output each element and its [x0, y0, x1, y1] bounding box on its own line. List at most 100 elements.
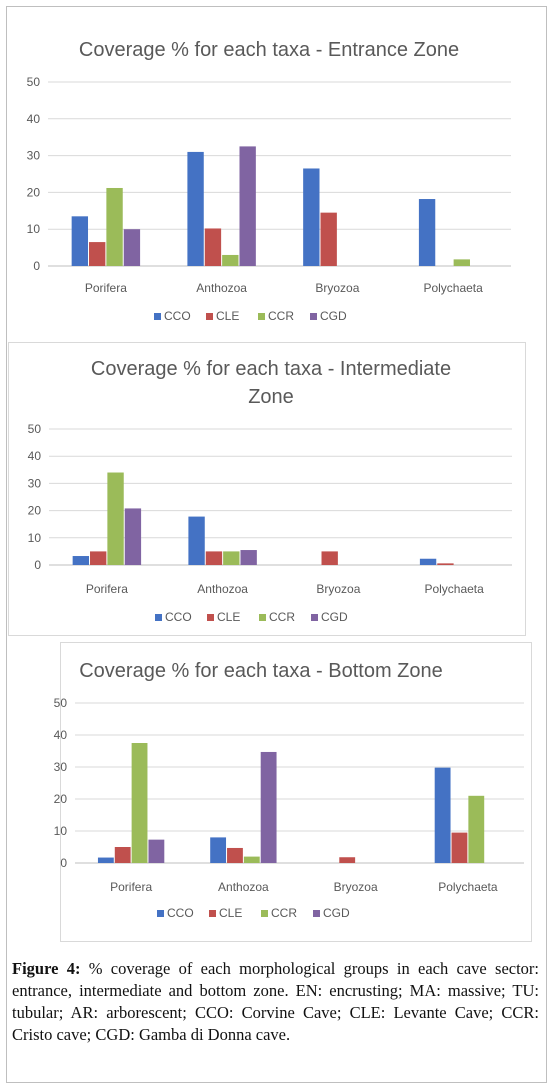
category-label: Bryozoa [315, 281, 359, 295]
bar-cle-polychaeta [451, 832, 468, 863]
bar-cle-porifera [114, 847, 131, 863]
y-tick-label: 50 [27, 75, 41, 89]
chart-title: Coverage % for each taxa - Intermediate [91, 358, 451, 380]
legend-label-ccr: CCR [268, 309, 294, 323]
y-tick-label: 40 [54, 728, 68, 742]
legend-label-cco: CCO [164, 309, 191, 323]
y-tick-label: 40 [28, 449, 42, 463]
y-tick-label: 10 [28, 531, 42, 545]
y-tick-label: 10 [27, 222, 41, 236]
legend-label-cle: CLE [216, 309, 239, 323]
y-tick-label: 0 [34, 558, 41, 572]
category-label: Porifera [110, 880, 152, 894]
bar-ccr-porifera [107, 472, 124, 565]
legend-swatch-cle [206, 313, 213, 320]
category-label: Polychaeta [423, 281, 483, 295]
bar-cco-bryozoa [303, 168, 320, 266]
legend-label-cle: CLE [219, 906, 242, 920]
bar-cco-anthozoa [188, 516, 205, 565]
bar-cgd-porifera [124, 508, 142, 565]
chart-panel-bottom: Coverage % for each taxa - Bottom Zone 0 1… [54, 642, 532, 942]
bar-cle-porifera [89, 242, 106, 266]
y-tick-label: 20 [28, 504, 42, 518]
y-tick-label: 50 [28, 422, 42, 436]
y-tick-label: 30 [28, 476, 42, 490]
bar-cgd-porifera [123, 229, 141, 266]
y-tick-label: 40 [27, 112, 41, 126]
chart-svg: Coverage % for each taxa - Entrance Zone… [27, 39, 511, 323]
legend-swatch-cle [209, 910, 216, 917]
bar-cco-polychaeta [418, 199, 436, 266]
y-tick-label: 50 [54, 696, 68, 710]
legend-swatch-cco [157, 910, 164, 917]
legend-label-cco: CCO [165, 610, 192, 624]
legend-swatch-ccr [261, 910, 268, 917]
y-tick-label: 10 [54, 824, 68, 838]
y-tick-label: 0 [33, 259, 40, 273]
legend-swatch-cco [155, 614, 162, 621]
legend-swatch-cgd [310, 313, 317, 320]
caption-label: Figure 4: [12, 959, 81, 978]
bar-cco-porifera [71, 216, 89, 266]
chart-svg: Coverage % for each taxa - Intermediate Z… [28, 358, 512, 624]
category-label: Bryozoa [316, 582, 360, 596]
y-tick-label: 20 [54, 792, 68, 806]
category-label: Porifera [86, 582, 128, 596]
chart-title: Zone [248, 386, 294, 408]
bar-cle-bryozoa [320, 212, 337, 266]
bar-cco-porifera [72, 556, 90, 565]
legend-swatch-ccr [259, 614, 266, 621]
legend-swatch-cco [154, 313, 161, 320]
chart-title: Coverage % for each taxa - Bottom Zone [79, 660, 443, 682]
category-label: Anthozoa [196, 281, 247, 295]
category-label: Anthozoa [218, 880, 269, 894]
y-tick-label: 30 [54, 760, 68, 774]
legend-label-ccr: CCR [269, 610, 295, 624]
chart-svg: Coverage % for each taxa - Bottom Zone 0 1… [54, 660, 524, 920]
legend-label-cgd: CGD [323, 906, 350, 920]
bar-cco-anthozoa [187, 151, 204, 266]
bar-ccr-porifera [106, 187, 123, 266]
legend-label-ccr: CCR [271, 906, 297, 920]
bar-cgd-anthozoa [260, 751, 277, 863]
bar-cco-polychaeta [434, 767, 451, 863]
caption-text: % coverage of each morphological groups … [12, 959, 540, 1044]
bar-ccr-porifera [131, 743, 148, 863]
category-label: Polychaeta [438, 880, 498, 894]
bar-cle-anthozoa [227, 847, 243, 863]
chart-panel-intermediate: Coverage % for each taxa - Intermediate Z… [8, 342, 526, 636]
bar-cgd-porifera [148, 839, 165, 863]
legend-label-cgd: CGD [321, 610, 348, 624]
bar-ccr-anthozoa [243, 856, 260, 863]
category-label: Porifera [85, 281, 127, 295]
bar-cle-anthozoa [205, 551, 223, 565]
bar-cco-polychaeta [419, 558, 437, 565]
legend-swatch-cgd [311, 614, 318, 621]
chart-panel-entrance: Coverage % for each taxa - Entrance Zone… [8, 20, 526, 338]
legend-label-cgd: CGD [320, 309, 347, 323]
bar-ccr-anthozoa [222, 254, 239, 266]
chart-title: Coverage % for each taxa - Entrance Zone [79, 39, 459, 61]
y-tick-label: 30 [27, 149, 41, 163]
category-label: Anthozoa [197, 582, 248, 596]
legend-swatch-cgd [313, 910, 320, 917]
bar-cle-polychaeta [437, 563, 454, 565]
legend-swatch-cle [207, 614, 214, 621]
figure-caption: Figure 4: % coverage of each morphologic… [12, 958, 539, 1046]
bar-cgd-anthozoa [240, 550, 257, 565]
bar-cle-bryozoa [339, 857, 356, 863]
bar-ccr-polychaeta [468, 795, 485, 863]
category-label: Polychaeta [424, 582, 484, 596]
legend-label-cle: CLE [217, 610, 240, 624]
y-tick-label: 20 [27, 185, 41, 199]
bar-cle-porifera [90, 551, 107, 565]
bar-cle-anthozoa [204, 228, 222, 266]
y-tick-label: 0 [60, 856, 67, 870]
bar-cco-anthozoa [210, 837, 227, 863]
category-label: Bryozoa [334, 880, 378, 894]
bar-ccr-anthozoa [223, 551, 240, 565]
bar-ccr-polychaeta [453, 259, 470, 266]
legend-label-cco: CCO [167, 906, 194, 920]
bar-cle-bryozoa [321, 551, 338, 565]
legend-swatch-ccr [258, 313, 265, 320]
